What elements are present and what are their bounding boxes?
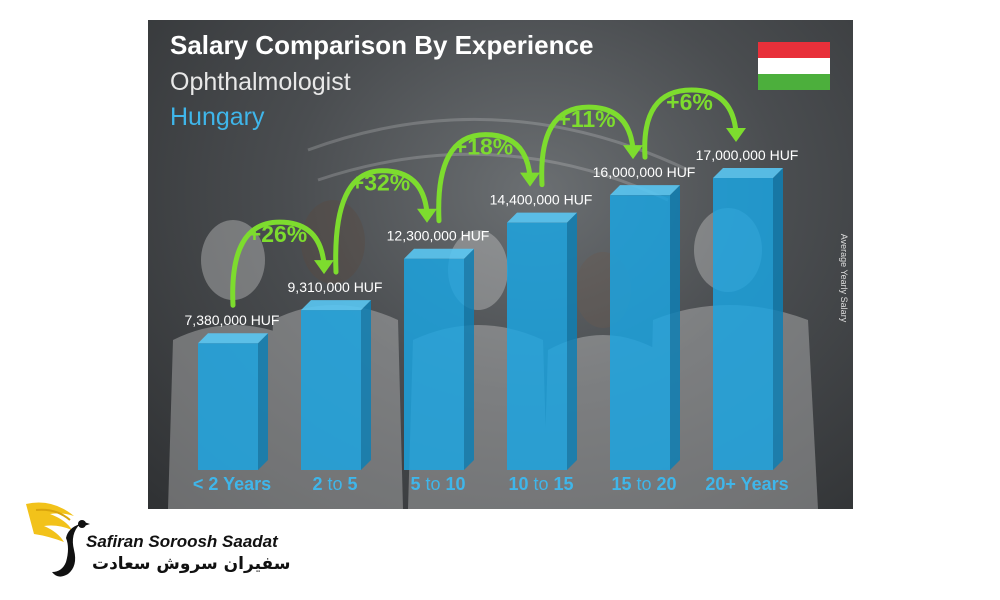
chart-subtitle: Ophthalmologist <box>170 68 351 96</box>
chart-panel: Salary Comparison By Experience Ophthalm… <box>148 20 853 509</box>
plot-area: 7,380,000 HUF < 2 Years 9,310,000 HUF 2 to … <box>185 87 799 494</box>
arrow-head <box>726 128 746 142</box>
value-label: 7,380,000 HUF <box>185 312 280 328</box>
increase-arrow <box>333 168 430 275</box>
bar-top <box>198 333 268 344</box>
bar <box>404 258 464 470</box>
increase-label: +18% <box>454 134 513 160</box>
bar <box>507 222 567 470</box>
value-label: 9,310,000 HUF <box>288 279 383 295</box>
flag-stripe-middle <box>758 58 830 74</box>
bar-top <box>301 300 371 311</box>
bar-top <box>713 168 783 178</box>
arrow-head <box>314 260 334 275</box>
value-label: 12,300,000 HUF <box>387 228 490 244</box>
increase-arrow <box>436 132 533 224</box>
category-label: < 2 Years <box>193 474 271 494</box>
chart-country: Hungary <box>170 103 265 131</box>
bar <box>713 178 773 470</box>
category-label: 15 to 20 <box>611 474 676 494</box>
category-label: 5 to 10 <box>410 474 465 494</box>
increase-arrow <box>539 104 636 188</box>
bar-top <box>610 185 680 196</box>
arrow-head <box>520 172 540 187</box>
category-label: 2 to 5 <box>312 474 357 494</box>
bar-side <box>464 248 474 470</box>
increase-arrow <box>230 219 327 308</box>
category-label: 20+ Years <box>705 474 788 494</box>
arrow-head <box>623 145 643 160</box>
increase-label: +6% <box>666 89 713 115</box>
bar-top <box>507 212 577 223</box>
bar-side <box>567 212 577 471</box>
bar <box>610 195 670 471</box>
brand-name: Safiran Soroosh Saadat <box>86 532 278 551</box>
increase-label: +11% <box>557 106 615 132</box>
bar-side <box>773 168 783 470</box>
bar <box>198 343 258 470</box>
value-label: 16,000,000 HUF <box>593 164 696 180</box>
increase-arrow <box>642 87 739 160</box>
bar-top <box>404 248 474 259</box>
hungary-flag-icon <box>758 42 830 90</box>
flag-stripe-top <box>758 42 830 58</box>
phoenix-logo-icon <box>26 502 90 577</box>
brand-block: Safiran Soroosh Saadat سفیران سروش سعادت <box>22 494 292 584</box>
chart-title: Salary Comparison By Experience <box>170 30 594 60</box>
bar-side <box>361 300 371 470</box>
brand-name-persian: سفیران سروش سعادت <box>92 554 291 574</box>
arrow-head <box>417 208 437 223</box>
bar <box>301 310 361 470</box>
increase-label: +32% <box>351 170 410 196</box>
value-label: 14,400,000 HUF <box>490 192 593 208</box>
value-label: 17,000,000 HUF <box>696 147 799 163</box>
increase-label: +26% <box>248 221 307 247</box>
bar-side <box>670 185 680 471</box>
flag-stripe-bottom <box>758 74 830 90</box>
bar-side <box>258 333 268 470</box>
category-label: 10 to 15 <box>508 474 573 494</box>
